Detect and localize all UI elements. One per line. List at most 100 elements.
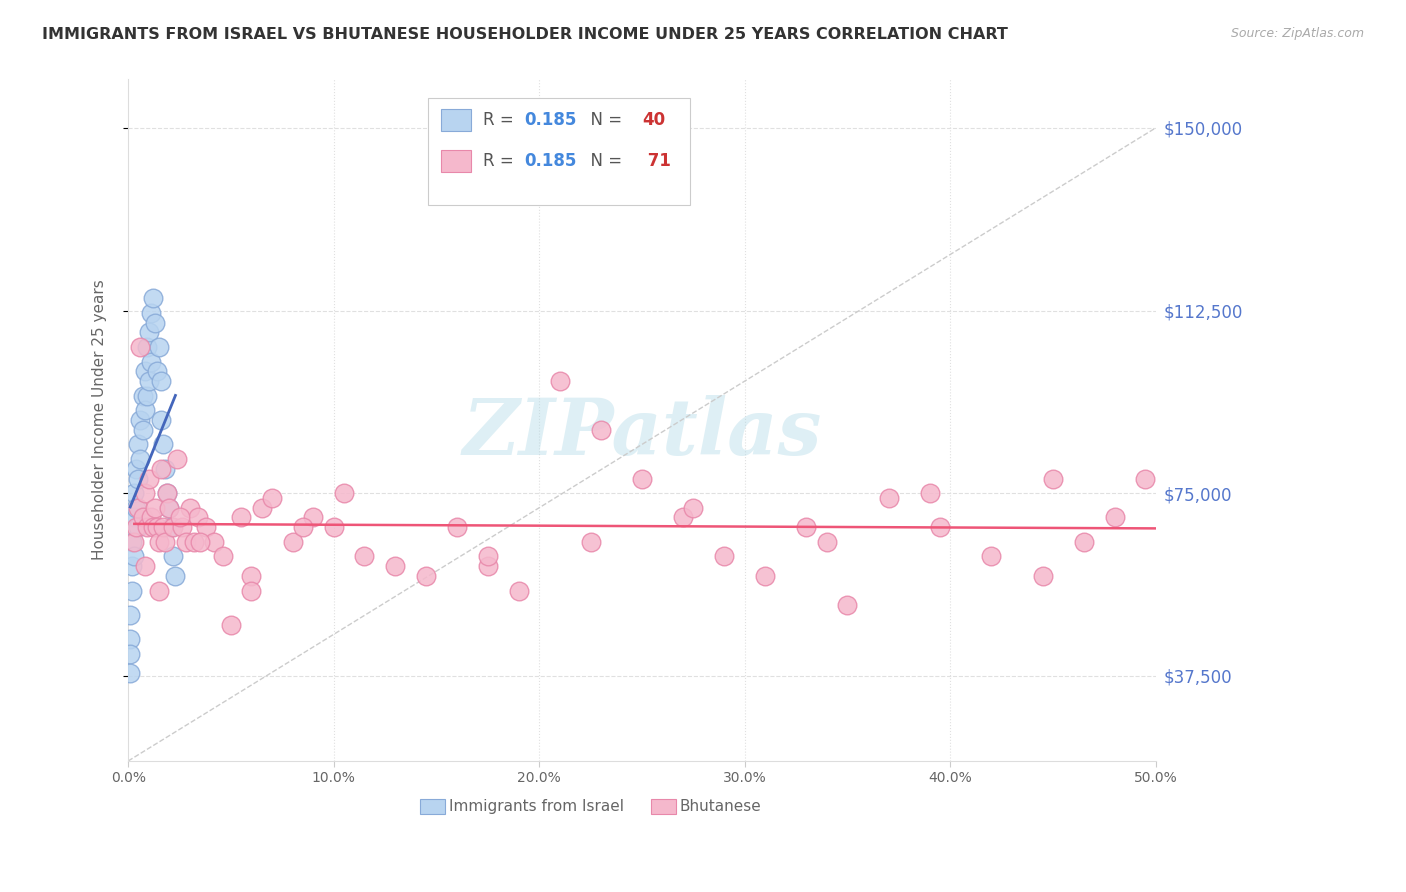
- Point: [477, 559, 499, 574]
- Point: [754, 569, 776, 583]
- Point: [815, 534, 838, 549]
- Point: [548, 374, 571, 388]
- Point: [125, 520, 148, 534]
- Point: [165, 569, 187, 583]
- Point: [124, 486, 146, 500]
- Point: [162, 549, 184, 564]
- Point: [142, 291, 165, 305]
- Text: Source: ZipAtlas.com: Source: ZipAtlas.com: [1230, 27, 1364, 40]
- Text: IMMIGRANTS FROM ISRAEL VS BHUTANESE HOUSEHOLDER INCOME UNDER 25 YEARS CORRELATIO: IMMIGRANTS FROM ISRAEL VS BHUTANESE HOUS…: [42, 27, 1008, 42]
- Point: [148, 583, 170, 598]
- FancyBboxPatch shape: [429, 97, 690, 205]
- Point: [250, 500, 273, 515]
- Point: [127, 471, 149, 485]
- Point: [150, 374, 173, 388]
- Point: [131, 389, 153, 403]
- Point: [1135, 471, 1157, 485]
- Point: [1042, 471, 1064, 485]
- Point: [415, 569, 437, 583]
- Point: [682, 500, 704, 515]
- Point: [211, 549, 233, 564]
- FancyBboxPatch shape: [440, 109, 471, 131]
- Point: [322, 520, 344, 534]
- FancyBboxPatch shape: [440, 150, 471, 172]
- Point: [179, 500, 201, 515]
- Point: [146, 520, 169, 534]
- Point: [166, 452, 188, 467]
- Point: [231, 510, 253, 524]
- Point: [794, 520, 817, 534]
- Point: [195, 520, 218, 534]
- Point: [120, 607, 142, 622]
- Point: [127, 500, 149, 515]
- Point: [1073, 534, 1095, 549]
- Point: [134, 559, 156, 574]
- Point: [333, 486, 356, 500]
- Point: [125, 462, 148, 476]
- Point: [477, 549, 499, 564]
- Point: [124, 510, 146, 524]
- Point: [129, 413, 152, 427]
- Point: [148, 534, 170, 549]
- Point: [134, 403, 156, 417]
- Point: [631, 471, 654, 485]
- Point: [353, 549, 375, 564]
- Point: [143, 316, 166, 330]
- Point: [135, 389, 157, 403]
- Point: [146, 364, 169, 378]
- Point: [121, 583, 143, 598]
- Point: [281, 534, 304, 549]
- Point: [121, 559, 143, 574]
- Point: [156, 486, 179, 500]
- Point: [170, 520, 193, 534]
- Point: [150, 413, 173, 427]
- Point: [127, 437, 149, 451]
- Point: [672, 510, 695, 524]
- Point: [183, 534, 205, 549]
- Point: [131, 510, 153, 524]
- Point: [240, 569, 263, 583]
- Point: [918, 486, 941, 500]
- Point: [135, 520, 157, 534]
- Text: R =: R =: [482, 152, 519, 170]
- Point: [120, 632, 142, 647]
- Point: [219, 617, 242, 632]
- Point: [138, 471, 160, 485]
- Text: R =: R =: [482, 112, 519, 129]
- Y-axis label: Householder Income Under 25 years: Householder Income Under 25 years: [93, 280, 107, 560]
- Point: [187, 510, 209, 524]
- Point: [153, 534, 176, 549]
- Point: [508, 583, 530, 598]
- Point: [129, 340, 152, 354]
- Point: [148, 340, 170, 354]
- Point: [134, 486, 156, 500]
- Point: [142, 520, 165, 534]
- Point: [139, 510, 162, 524]
- Point: [134, 364, 156, 378]
- Point: [980, 549, 1002, 564]
- Point: [152, 520, 174, 534]
- Point: [120, 647, 142, 661]
- Point: [384, 559, 406, 574]
- Text: 0.185: 0.185: [524, 152, 576, 170]
- Text: N =: N =: [581, 112, 627, 129]
- Text: ZIPatlas: ZIPatlas: [463, 395, 821, 472]
- Point: [138, 374, 160, 388]
- Point: [446, 520, 468, 534]
- FancyBboxPatch shape: [651, 799, 676, 814]
- Point: [589, 423, 612, 437]
- Point: [169, 510, 191, 524]
- Point: [120, 666, 142, 681]
- FancyBboxPatch shape: [420, 799, 444, 814]
- Text: 0.185: 0.185: [524, 112, 576, 129]
- Text: Immigrants from Israel: Immigrants from Israel: [449, 799, 624, 814]
- Point: [150, 462, 173, 476]
- Point: [139, 306, 162, 320]
- Point: [124, 534, 146, 549]
- Point: [157, 500, 180, 515]
- Point: [129, 452, 152, 467]
- Point: [1104, 510, 1126, 524]
- Point: [124, 549, 146, 564]
- Point: [877, 491, 900, 505]
- Text: 40: 40: [643, 112, 665, 129]
